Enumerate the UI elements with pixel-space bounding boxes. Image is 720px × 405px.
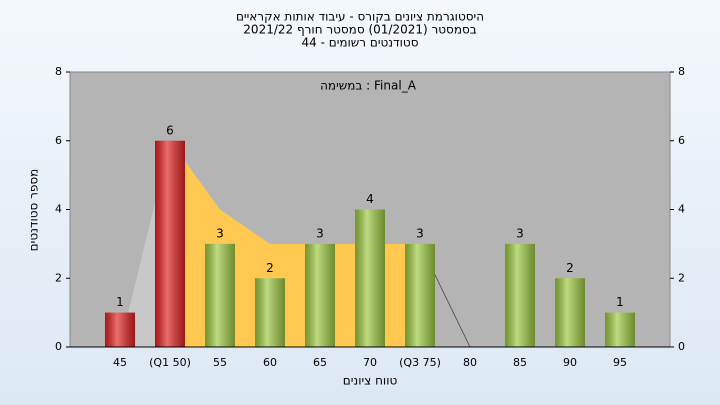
x-tick-label: 70 — [363, 356, 377, 369]
data-label: 2 — [266, 261, 274, 275]
x-tick-label: 95 — [613, 356, 627, 369]
title-line: היסטוגרמת ציונים בקורס - עיבוד אותות אקר… — [236, 10, 484, 24]
data-label: 3 — [416, 226, 424, 240]
title-line: סטודנטים רשומים - 44 — [301, 36, 418, 50]
x-axis-label: טווח ציונים — [343, 374, 398, 388]
x-tick-label: 45 — [113, 356, 127, 369]
y-tick-label: 8 — [55, 65, 62, 78]
x-tick-label: 65 — [313, 356, 327, 369]
y-axis-label: מספר סטודנטים — [27, 169, 41, 252]
bar-shade — [205, 243, 235, 347]
x-tick-label: 60 — [263, 356, 277, 369]
bar-shade — [305, 243, 335, 347]
bar-shade — [155, 140, 185, 347]
bar-shade — [555, 278, 585, 347]
data-label: 3 — [316, 226, 324, 240]
data-label: 3 — [216, 226, 224, 240]
bar-shade — [355, 209, 385, 347]
x-tick-label: 55 — [213, 356, 227, 369]
y2-tick-label: 0 — [678, 340, 685, 353]
y-tick-label: 0 — [55, 340, 62, 353]
y2-tick-label: 8 — [678, 65, 685, 78]
data-label: 3 — [516, 226, 524, 240]
title-line: בסמסטר (01/2021) סמסטר חורף 2021/22 — [243, 23, 476, 37]
y-tick-label: 6 — [55, 134, 62, 147]
data-label: 4 — [366, 192, 374, 206]
bar-shade — [405, 243, 435, 347]
x-tick-label: 80 — [463, 356, 477, 369]
annotation: במשימה : Final_A — [320, 79, 417, 93]
y-tick-label: 4 — [55, 203, 62, 216]
data-label: 6 — [166, 123, 174, 137]
y2-tick-label: 6 — [678, 134, 685, 147]
bar-shade — [255, 278, 285, 347]
data-label: 1 — [116, 295, 124, 309]
x-tick-label: (Q3 75) — [399, 356, 441, 369]
data-label: 1 — [616, 295, 624, 309]
y2-tick-label: 2 — [678, 271, 685, 284]
data-label: 2 — [566, 261, 574, 275]
bar-shade — [505, 243, 535, 347]
y-tick-label: 2 — [55, 271, 62, 284]
y2-tick-label: 4 — [678, 203, 685, 216]
bar-shade — [605, 312, 635, 347]
x-tick-label: (Q1 50) — [149, 356, 191, 369]
x-tick-label: 90 — [563, 356, 577, 369]
bar-shade — [105, 312, 135, 347]
x-tick-label: 85 — [513, 356, 527, 369]
